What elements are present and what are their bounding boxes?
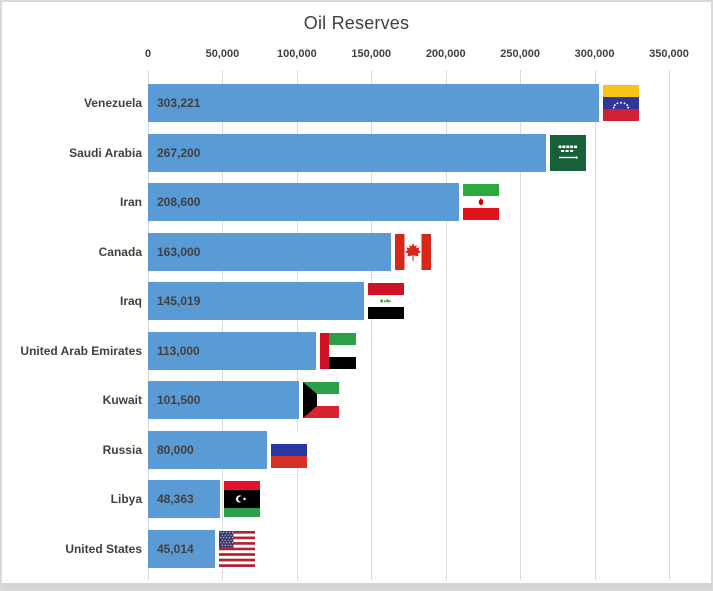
iran-flag-icon (463, 184, 499, 220)
bar-value-label: 45,014 (157, 541, 194, 556)
axis-tick-label: 50,000 (205, 48, 240, 60)
bar-value-label: 208,600 (157, 195, 201, 209)
gridline (222, 70, 224, 580)
bar-value-label: 48,363 (157, 492, 194, 506)
bar: 45,014 (148, 529, 215, 568)
russia-flag-icon (271, 431, 307, 468)
gridline (148, 70, 149, 580)
gridline (445, 70, 447, 580)
bar: 101,500 (148, 381, 299, 419)
gridline (669, 70, 670, 580)
axis-tick-label: 250,000 (500, 48, 541, 60)
axis-tick-label: 300,000 (574, 48, 615, 60)
venezuela-flag-icon (603, 85, 639, 121)
category-label: Iraq (119, 294, 142, 308)
united-states-flag-icon (219, 530, 255, 567)
axis-tick-label: 0 (144, 48, 152, 60)
axis-tick-label: 350,000 (649, 48, 689, 60)
iraq-flag-icon (368, 283, 404, 319)
axis-tick-label: 150,000 (351, 48, 392, 60)
libya-flag-icon (224, 481, 260, 517)
gridline (520, 70, 522, 580)
axis-tick-label: 200,000 (425, 48, 466, 60)
gridline (296, 70, 298, 580)
kuwait-flag-icon (303, 382, 339, 418)
bar-value-label: 267,200 (157, 145, 201, 160)
category-label: Kuwait (102, 393, 142, 407)
category-label: Iran (119, 195, 142, 209)
bar: 303,221 (148, 84, 599, 122)
axis-tick-label: 100,000 (276, 48, 317, 60)
category-label: United Arab Emirates (20, 343, 142, 358)
category-label: Canada (98, 244, 142, 259)
bar-value-label: 101,500 (157, 393, 201, 407)
category-label: Russia (102, 442, 142, 457)
bar: 208,600 (148, 183, 459, 221)
united-arab-emirates-flag-icon (320, 332, 356, 369)
bar-value-label: 113,000 (157, 343, 200, 358)
bar: 267,200 (148, 133, 546, 172)
bottom-window-edge (2, 583, 711, 589)
bar-value-label: 80,000 (157, 442, 194, 457)
bar-value-label: 163,000 (157, 244, 201, 259)
chart-title: Oil Reserves (303, 13, 410, 33)
bar: 163,000 (148, 232, 391, 271)
category-label: United States (65, 541, 142, 556)
gridline (594, 70, 596, 580)
gridline (371, 70, 373, 580)
bar: 145,019 (148, 282, 364, 320)
category-label: Saudi Arabia (69, 145, 142, 160)
bar-value-label: 303,221 (157, 96, 201, 110)
bar: 48,363 (148, 480, 220, 518)
category-label: Venezuela (83, 96, 142, 110)
bar-value-label: 145,019 (157, 294, 201, 308)
category-label: Libya (110, 492, 142, 506)
saudi-arabia-flag-icon (550, 134, 586, 171)
canada-flag-icon (395, 233, 431, 270)
bar: 80,000 (148, 430, 267, 469)
bar: 113,000 (148, 331, 316, 370)
